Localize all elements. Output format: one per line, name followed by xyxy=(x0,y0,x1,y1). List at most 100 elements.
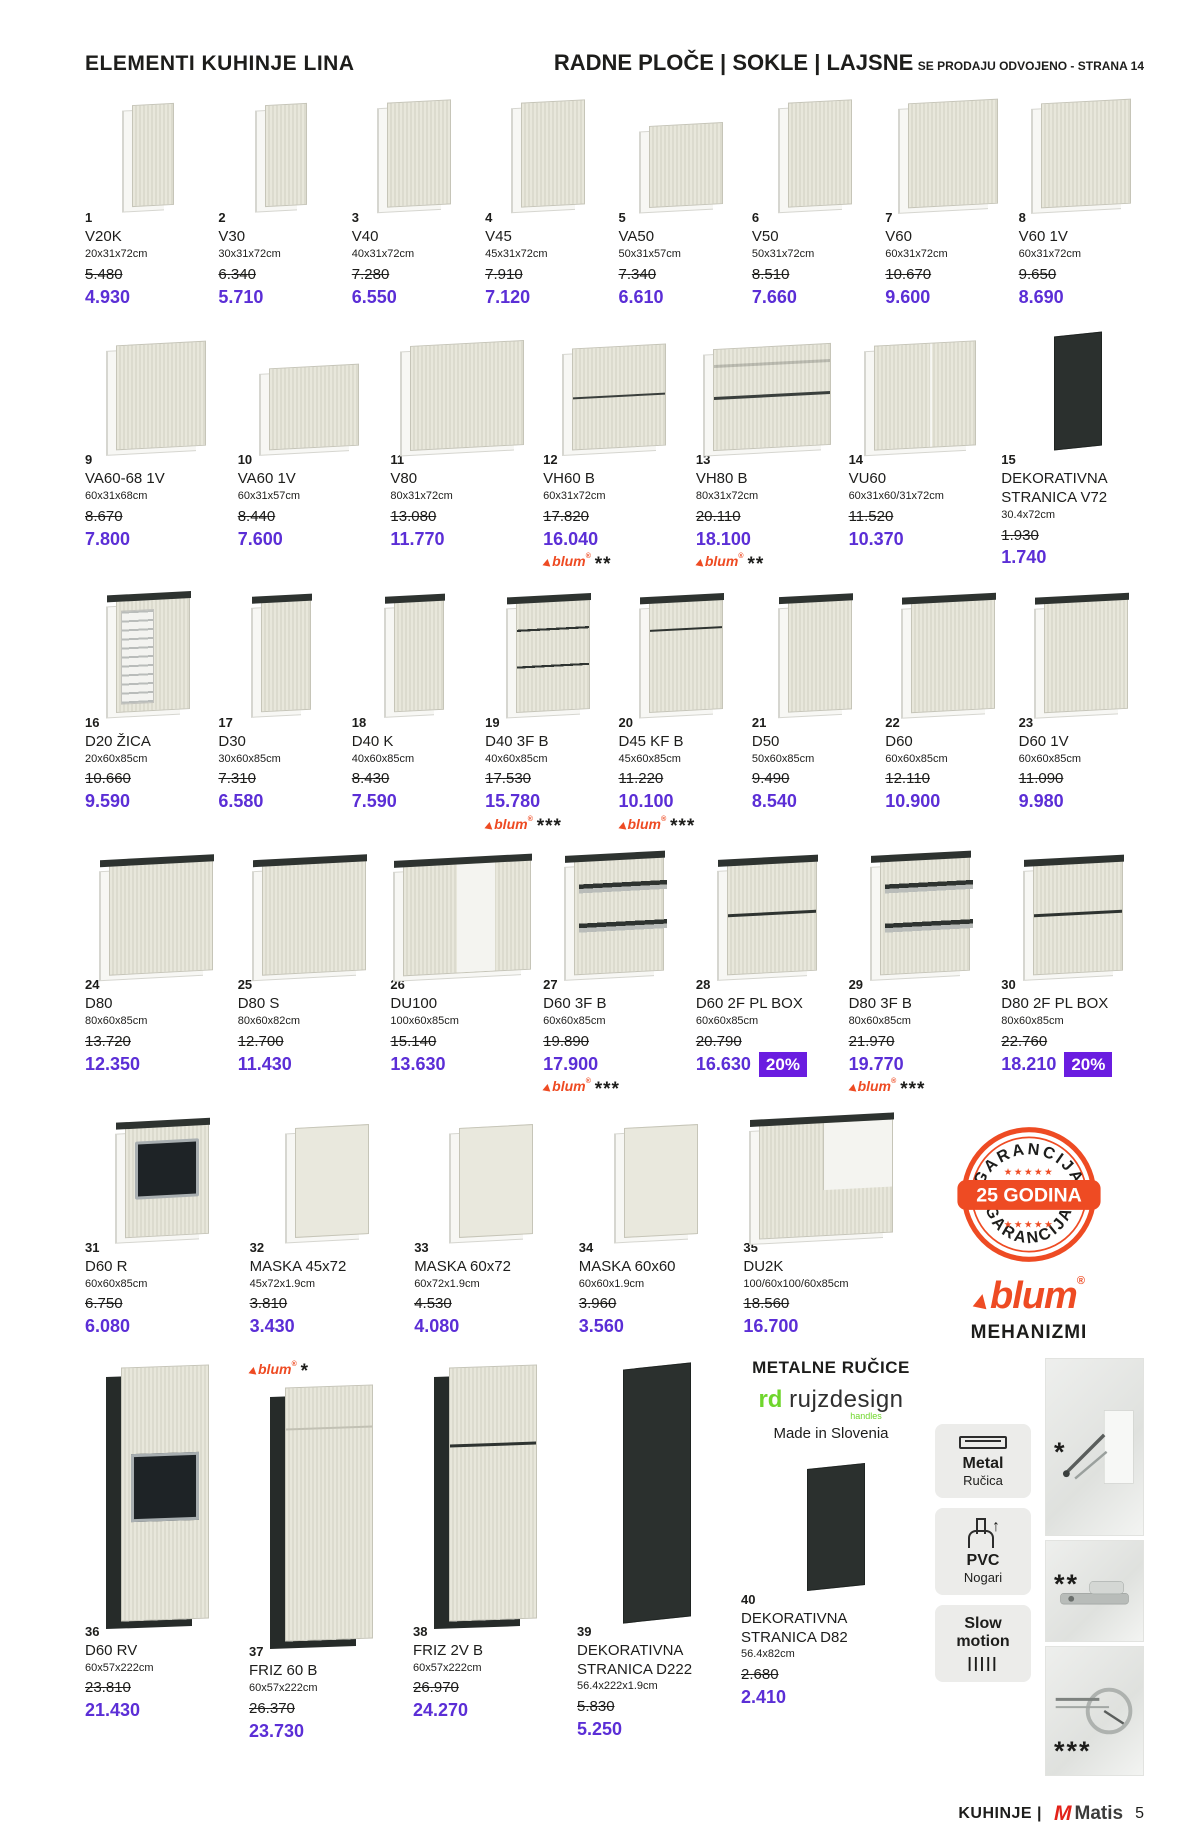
blum-mini-logo: blum xyxy=(849,1078,897,1096)
hinge-photo: ** xyxy=(1045,1539,1144,1642)
product-card: 23 D60 1V 60x60x85cm 11.090 9.980 xyxy=(1019,591,1144,834)
product-image xyxy=(250,1116,405,1238)
product-dimensions: 50x60x85cm xyxy=(751,752,815,765)
blum-mini-logo: blum xyxy=(485,816,533,834)
stamp-ribbon: 25 GODINA xyxy=(976,1184,1082,1206)
product-dimensions: 40x60x85cm xyxy=(485,752,548,765)
product-name: V60 xyxy=(885,228,912,246)
product-price-row: 24.270 xyxy=(413,1698,563,1722)
product-price: 18.210 xyxy=(1001,1054,1057,1075)
product-old-price: 7.280 xyxy=(351,265,390,283)
blum-annotation: blum** xyxy=(696,553,839,574)
product-price: 16.630 xyxy=(695,1054,751,1075)
product-price-row: 3.560 xyxy=(579,1314,734,1338)
product-price-row: 4.080 xyxy=(414,1314,569,1338)
product-price: 19.770 xyxy=(848,1053,904,1074)
product-card: 5 VA50 50x31x57cm 7.340 6.610 xyxy=(619,86,744,308)
blum-mini-logo: blum xyxy=(619,816,667,834)
cabinet-shape xyxy=(1044,598,1129,713)
product-old-price: 5.830 xyxy=(577,1698,615,1715)
product-price: 1.740 xyxy=(1001,547,1047,568)
product-name: D60 1V xyxy=(1018,732,1069,750)
product-price: 9.980 xyxy=(1018,791,1064,811)
mechanism-photos-column: * ** *** xyxy=(1045,1357,1144,1776)
product-price: 10.100 xyxy=(618,791,674,811)
product-image xyxy=(85,86,210,208)
cabinet-shape xyxy=(873,340,976,451)
cabinet-shape xyxy=(907,98,998,209)
product-price: 7.600 xyxy=(237,528,283,549)
product-price: 2.410 xyxy=(741,1686,787,1707)
product-dimensions: 60x60x85cm xyxy=(885,752,948,765)
cabinet-shape xyxy=(1041,98,1132,209)
product-number: 8 xyxy=(1018,210,1026,225)
product-price: 24.270 xyxy=(413,1700,469,1720)
product-image xyxy=(85,591,210,713)
product-name: D80 S xyxy=(237,995,280,1013)
product-card: 29 D80 3F B 80x60x85cm 21.970 19.770 blum*** xyxy=(848,853,992,1099)
product-name: D80 xyxy=(85,995,113,1013)
product-number: 5 xyxy=(618,210,626,225)
feature-badge-slow-motion: Slow motion ||||| xyxy=(935,1604,1031,1682)
cabinet-shape xyxy=(131,102,174,208)
product-price-row: 9.590 xyxy=(85,789,210,813)
product-image xyxy=(849,328,992,451)
feature-badge-metal: Metal Ručica xyxy=(935,1423,1031,1498)
blum-annotation: blum*** xyxy=(485,816,610,837)
product-dimensions: 60x57x222cm xyxy=(85,1661,154,1674)
asterisk-2: ** xyxy=(1054,1568,1080,1599)
product-price: 9.600 xyxy=(885,286,931,307)
product-old-price: 6.750 xyxy=(85,1295,123,1313)
product-row-3: 16 D20 ŽICA 20x60x85cm 10.660 9.590 17 D30 30x6… xyxy=(85,591,1144,837)
product-old-price: 6.340 xyxy=(218,265,256,283)
product-price: 8.690 xyxy=(1018,286,1064,307)
product-price-row: 19.770 xyxy=(849,1052,992,1076)
product-number: 20 xyxy=(618,714,633,730)
product-price: 8.540 xyxy=(751,791,797,811)
product-number: 31 xyxy=(85,1239,100,1255)
product-card: 25 D80 S 80x60x82cm 12.700 11.430 xyxy=(238,853,381,1096)
product-number: 19 xyxy=(485,714,500,730)
product-old-price: 21.970 xyxy=(848,1032,895,1050)
blum-annotation: blum* xyxy=(249,1361,399,1382)
product-dimensions: 45x60x85cm xyxy=(618,752,681,765)
product-dimensions: 80x60x82cm xyxy=(237,1015,301,1027)
cabinet-shape xyxy=(261,599,312,712)
cabinet-shape xyxy=(1053,331,1102,451)
product-image xyxy=(619,591,744,713)
product-number: 13 xyxy=(695,452,711,467)
product-price-row: 13.630 xyxy=(390,1052,533,1076)
product-number: 3 xyxy=(351,210,359,225)
product-price: 7.120 xyxy=(485,286,531,307)
product-old-price: 7.910 xyxy=(485,265,523,283)
product-image xyxy=(752,591,877,713)
product-dimensions: 60x57x222cm xyxy=(413,1661,482,1674)
product-dimensions: 60x60x85cm xyxy=(1018,752,1081,765)
product-row-5: 31 D60 R 60x60x85cm 6.750 6.080 32 MASKA 45x72… xyxy=(85,1116,898,1344)
product-name: D80 3F B xyxy=(848,995,912,1013)
product-price-row: 9.600 xyxy=(885,285,1010,309)
product-price: 16.040 xyxy=(543,528,599,549)
blum-mehanizmi-label: MEHANIZMI xyxy=(970,1321,1088,1343)
product-name: DEKORATIVNA STRANICA D82 xyxy=(741,1609,848,1646)
cabinet-shape xyxy=(713,342,832,452)
product-image xyxy=(1001,328,1144,451)
product-old-price: 26.370 xyxy=(249,1699,295,1717)
product-price: 4.080 xyxy=(414,1316,460,1336)
product-number: 15 xyxy=(1001,452,1016,467)
product-row-5-wrap: 31 D60 R 60x60x85cm 6.750 6.080 32 MASKA 45x72… xyxy=(85,1116,1144,1344)
product-old-price: 1.930 xyxy=(1001,526,1039,544)
product-card: 1 V20K 20x31x72cm 5.480 4.930 xyxy=(85,86,210,308)
product-image xyxy=(485,86,610,208)
product-dimensions: 30.4x72cm xyxy=(1001,508,1056,521)
product-price-row: 10.100 xyxy=(619,789,744,813)
product-name: D30 xyxy=(218,732,246,750)
product-dimensions: 60x31x72cm xyxy=(543,490,606,502)
product-image xyxy=(485,591,610,713)
product-old-price: 13.720 xyxy=(85,1032,131,1050)
product-image xyxy=(218,86,343,208)
product-card: 6 V50 50x31x72cm 8.510 7.660 xyxy=(752,86,877,308)
product-card: 30 D80 2F PL BOX 80x60x85cm 22.760 18.210 20% xyxy=(1001,853,1144,1096)
product-image xyxy=(218,591,343,712)
product-image xyxy=(543,853,686,976)
